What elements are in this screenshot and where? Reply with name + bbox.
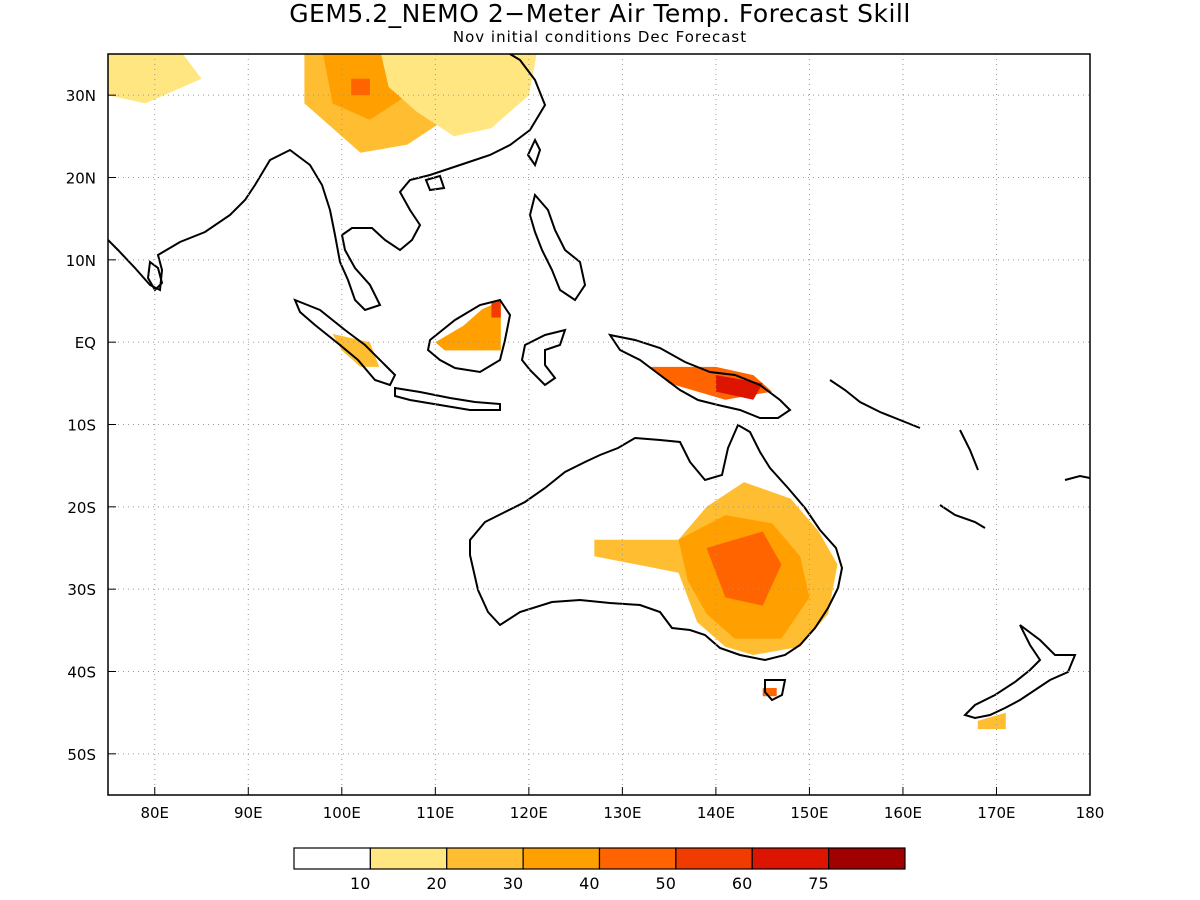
skill-region-australia-peak <box>706 531 782 606</box>
colorbar-label: 30 <box>503 874 523 893</box>
colorbar-swatch <box>675 847 753 870</box>
map-subtitle: Nov initial conditions Dec Forecast <box>452 28 748 46</box>
x-tick-label: 90E <box>234 804 263 822</box>
coastlines <box>108 54 1090 720</box>
x-tick-label: 80E <box>140 804 169 822</box>
x-tick-label: 100E <box>323 804 361 822</box>
colorbar-label: 75 <box>808 874 828 893</box>
x-tick-label: 170E <box>977 804 1015 822</box>
y-tick-label: 50S <box>67 746 96 764</box>
x-tick-label: 110E <box>416 804 454 822</box>
skill-region-china-plateau-peak <box>351 78 370 96</box>
colorbar-swatch <box>369 847 448 870</box>
colorbar-label: 10 <box>350 874 370 893</box>
y-tick-label: 40S <box>67 664 96 682</box>
colorbar-label: 40 <box>579 874 599 893</box>
colorbar-label: 60 <box>732 874 752 893</box>
x-tick-label: 130E <box>603 804 641 822</box>
skill-region-borneo <box>435 301 501 351</box>
skill-region-india-north <box>108 54 202 104</box>
colorbar-label: 20 <box>426 874 446 893</box>
y-tick-label: EQ <box>75 334 96 352</box>
x-tick-label: 160E <box>884 804 922 822</box>
colorbar-swatch <box>828 847 906 870</box>
x-tick-label: 120E <box>510 804 548 822</box>
colorbar-swatch <box>522 847 601 870</box>
x-axis: 80E 90E 100E 110E 120E 130E 140E 150E 160E 170E 18… <box>140 787 1104 822</box>
y-tick-label: 30S <box>67 581 96 599</box>
map-title: GEM5.2_NEMO 2−Meter Air Temp. Forecast S… <box>289 0 911 28</box>
y-axis: 30N 20N 10N EQ 10S 20S 30S 40S 50S <box>66 87 116 764</box>
y-tick-label: 10N <box>66 252 96 270</box>
x-tick-label: 150E <box>790 804 828 822</box>
colorbar-swatch <box>751 847 830 870</box>
skill-region-sumatra <box>332 333 380 367</box>
colorbar: 10 20 30 40 50 60 75 <box>293 847 906 893</box>
colorbar-swatch <box>293 847 371 870</box>
y-tick-label: 20N <box>66 170 96 188</box>
x-tick-label: 180 <box>1076 804 1105 822</box>
y-tick-label: 30N <box>66 87 96 105</box>
skill-region-borneo-peak <box>491 301 501 318</box>
grid-lines <box>108 54 1090 795</box>
skill-region-new-zealand <box>977 712 1006 730</box>
y-tick-label: 20S <box>67 499 96 517</box>
y-tick-label: 10S <box>67 417 96 435</box>
skill-shading <box>108 54 1006 730</box>
colorbar-swatch <box>446 847 524 870</box>
x-tick-label: 140E <box>697 804 735 822</box>
colorbar-label: 50 <box>656 874 676 893</box>
colorbar-swatch <box>598 847 677 870</box>
